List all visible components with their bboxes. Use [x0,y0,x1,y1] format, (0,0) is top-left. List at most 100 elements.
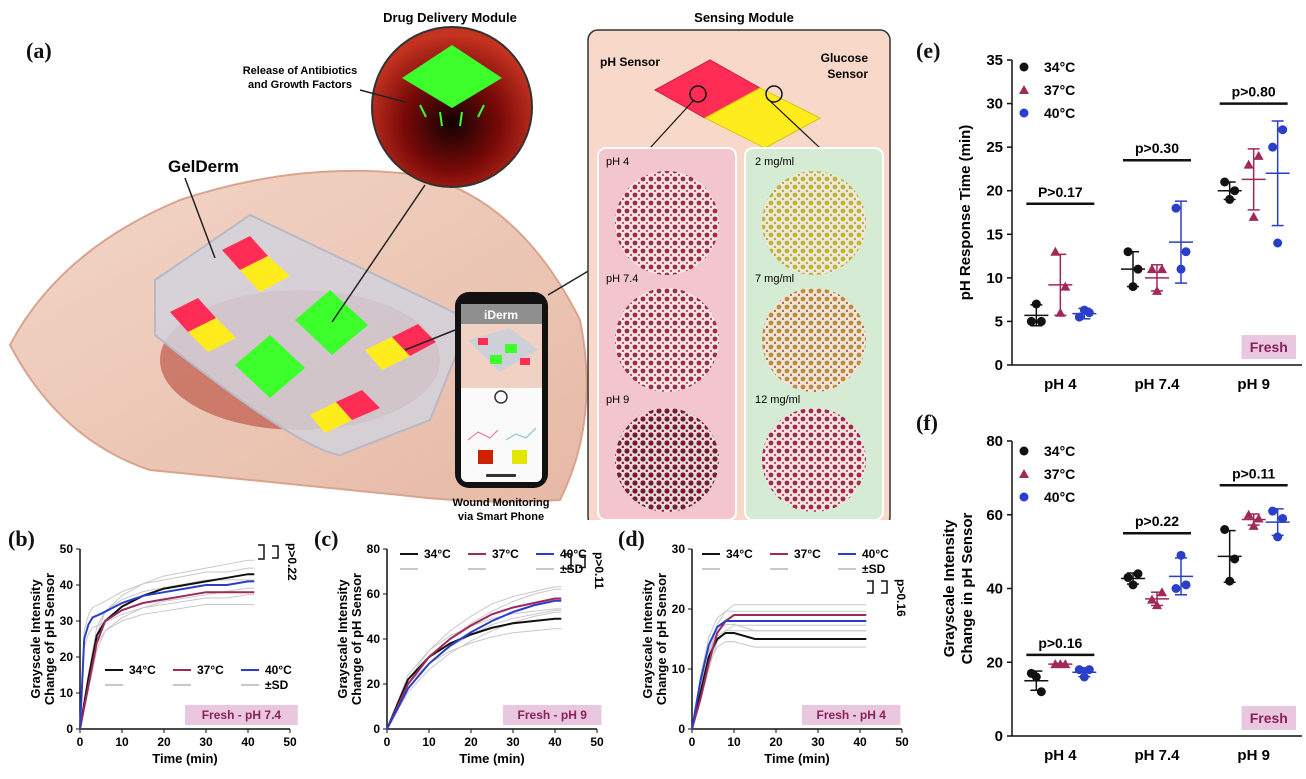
data-point [1220,177,1230,187]
data-point [1133,264,1143,274]
y-tick-label: 80 [986,433,1003,450]
legend-label-sd: ±SD [560,562,584,576]
data-point [1253,513,1264,523]
legend-label: 37°C [1044,466,1075,482]
series-line-34C [386,617,562,730]
significance-bracket [565,553,572,570]
glucose-sample-label-3: 12 mg/ml [755,394,800,406]
sensing-module-title: Sensing Module [694,10,794,25]
data-point [1152,600,1162,610]
y-tick-label: 5 [995,313,1003,330]
data-point [1123,247,1133,257]
ph-9-sample [615,408,719,512]
significance-label: p>0.22 [1135,513,1179,529]
y-tick-label: 0 [678,722,685,736]
data-point [1176,264,1186,274]
y-tick-label: 20 [60,650,74,664]
sd-line [691,624,867,730]
condition-tag-bg [802,705,901,725]
data-point [1268,506,1278,516]
data-point [1133,569,1143,579]
series-line-37C [79,591,255,730]
y-axis-title-2: Change in pH Sensor [959,512,976,664]
series-line-40C [79,580,255,730]
y-tick-label: 50 [60,542,74,556]
y-tick-label: 40 [367,632,381,646]
data-point [1060,281,1071,291]
category-label: pH 9 [1237,747,1270,764]
y-tick-label: 20 [986,183,1003,200]
x-tick-label: 0 [77,735,84,749]
condition-tag: Fresh [1250,710,1288,726]
legend-marker [1019,85,1029,94]
x-tick-label: 30 [506,735,520,749]
x-axis-title: Time (min) [152,751,218,766]
x-tick-label: 20 [464,735,478,749]
data-point [1176,550,1186,560]
legend-label: 40°C [1044,105,1075,121]
phone-app-title: iDerm [484,308,518,322]
data-point [1123,572,1133,582]
legend-label: 37°C [492,547,519,561]
y-tick-label: 80 [367,542,381,556]
y-axis-title-2: Change of pH Sensor [349,573,364,705]
drug-module-pointer [331,184,426,323]
x-tick-label: 50 [895,735,909,749]
ph-sample-label-2: pH 7.4 [606,273,638,285]
significance-bracket-inner [881,580,888,594]
data-point [1036,316,1046,326]
series-line-37C [386,597,562,730]
panel-a-illustration: GelDerm Drug Delivery Module Release of … [8,10,891,520]
y-tick-label: 20 [986,654,1003,671]
y-tick-label: 35 [986,52,1003,69]
category-label: pH 7.4 [1134,747,1180,764]
y-axis-title-1: Grayscale Intensity [941,519,958,657]
x-tick-label: 30 [811,735,825,749]
legend-label-sd: ±SD [265,678,289,692]
sd-line [79,559,255,730]
category-label: pH 4 [1044,747,1077,764]
drug-module-title: Drug Delivery Module [383,10,517,25]
y-tick-label: 30 [60,614,74,628]
x-tick-label: 10 [727,735,741,749]
chart-c: 0 10 20 30 40 50 0 20 40 60 80 Time (min) Grayscale … [335,542,606,766]
legend-label: 34°C [1044,59,1075,75]
sd-line [386,611,562,730]
y-tick-label: 20 [367,677,381,691]
y-axis-title-1: Grayscale Intensity [640,579,655,699]
data-point [1225,576,1235,586]
condition-tag-bg [1241,335,1296,359]
data-point [1243,159,1254,169]
y-tick-label: 0 [995,728,1003,745]
chart-d: 0 10 20 30 40 50 0 10 20 30 Time (min) Grayscale In… [640,542,909,766]
y-tick-label: 40 [986,581,1003,598]
y-axis-title: pH Response Time (min) [957,125,974,301]
data-point [1055,307,1066,317]
data-point [1031,299,1041,309]
condition-tag-bg [1241,706,1296,730]
sd-line [691,630,867,730]
condition-tag-bg [185,705,298,725]
y-tick-label: 30 [986,96,1003,113]
condition-tag-bg [503,705,602,725]
chart-f: 0 20 40 60 80 pH 4 p>0.16 pH 7.4 p>0.22 pH 9 p>0.1… [941,433,1302,764]
significance-label: p>0.80 [1232,84,1276,100]
x-tick-label: 20 [769,735,783,749]
legend-label: 40°C [1044,489,1075,505]
phone-caption-1: Wound Monitoring [453,497,550,509]
condition-tag: Fresh - pH 7.4 [202,708,282,722]
x-tick-label: 0 [689,735,696,749]
data-point [1157,264,1167,274]
x-tick-label: 10 [422,735,436,749]
glucose-sensor-label-1: Glucose [821,51,869,65]
data-point [1036,687,1046,697]
x-tick-label: 40 [548,735,562,749]
data-point [1147,594,1157,604]
glucose-sensor-label-2: Sensor [827,67,868,81]
panel-d-label: (d) [618,526,645,551]
panel-c-label: (c) [314,526,339,551]
series-line-40C [691,620,867,730]
y-tick-label: 30 [672,542,686,556]
data-point [1273,532,1283,542]
panel-b-label: (b) [8,526,35,551]
